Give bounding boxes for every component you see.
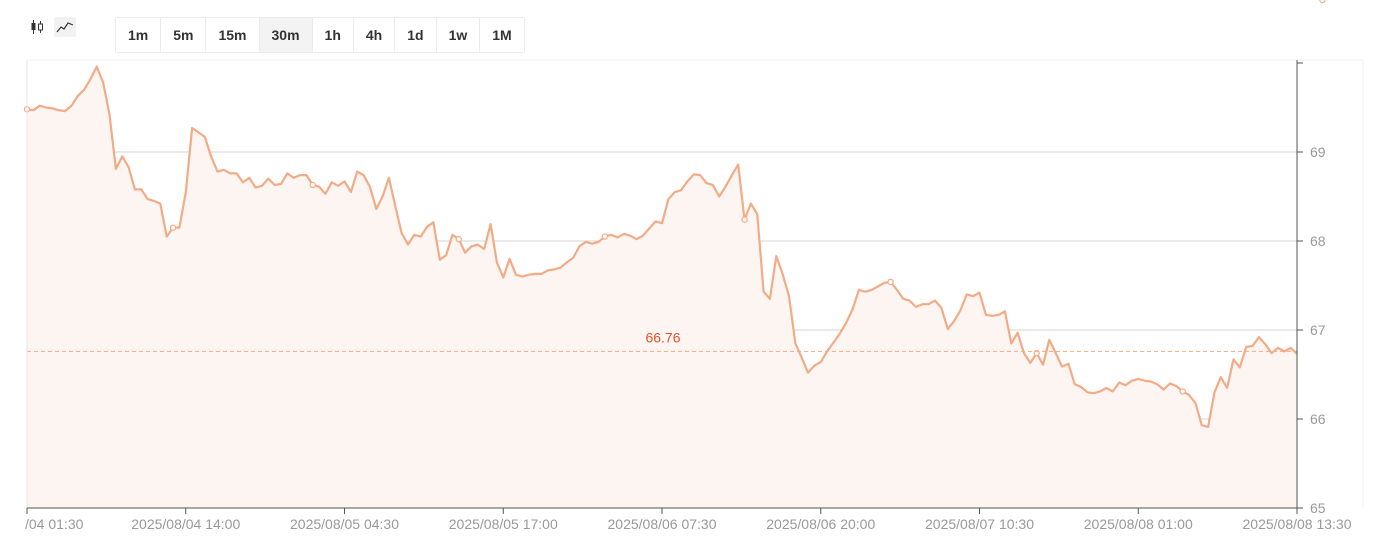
y-tick-label: 65 [1310, 500, 1326, 516]
x-tick-label: 2025/08/08 01:00 [1084, 516, 1193, 532]
price-area [27, 66, 1297, 508]
interval-5m-button[interactable]: 5m [161, 18, 207, 52]
x-tick-label: 2025/08/06 07:30 [608, 516, 717, 532]
price-marker [455, 236, 462, 243]
interval-15m-button[interactable]: 15m [206, 18, 260, 52]
interval-1M-button[interactable]: 1M [480, 18, 524, 52]
price-line [26, 65, 1298, 429]
candlestick-icon [31, 20, 43, 34]
price-marker [1179, 388, 1186, 395]
price-marker [309, 181, 316, 189]
chart-type-switch [26, 17, 76, 37]
price-marker [1319, 0, 1326, 4]
price-marker [169, 224, 177, 231]
line-chart-button[interactable] [54, 17, 76, 37]
interval-1d-button[interactable]: 1d [395, 18, 437, 52]
last-price-label: 66.76 [645, 329, 680, 345]
interval-1w-button[interactable]: 1w [436, 18, 481, 52]
interval-1m-button[interactable]: 1m [116, 18, 162, 52]
y-tick-label: 66 [1310, 411, 1326, 427]
y-tick-label: 68 [1310, 233, 1326, 249]
x-tick-label: 2025/08/07 10:30 [925, 516, 1034, 532]
interval-30m-button[interactable]: 30m [259, 18, 313, 52]
price-marker [601, 233, 609, 240]
price-marker [887, 278, 894, 286]
x-tick-label: 2025/08/06 20:00 [766, 516, 875, 532]
x-tick-label: 2025/08/04 14:00 [131, 516, 240, 532]
x-tick-label: 2025/08/05 17:00 [449, 516, 558, 532]
y-tick-label: 69 [1310, 144, 1326, 160]
price-markers [23, 0, 1326, 395]
line-chart-icon [56, 22, 74, 33]
interval-selector: 1m 5m 15m 30m 1h 4h 1d 1w 1M [115, 17, 525, 53]
x-tick-label: 2025/08/05 04:30 [290, 516, 399, 532]
y-tick-label: 67 [1310, 322, 1326, 338]
x-tick-label: /04 01:30 [25, 516, 84, 532]
x-axis-ticks: /04 01:30 2025/08/04 14:00 2025/08/05 04:3… [25, 508, 1352, 532]
interval-4h-button[interactable]: 4h [353, 18, 396, 52]
y-axis-ticks: 65 66 67 68 69 [1310, 144, 1326, 516]
interval-1h-button[interactable]: 1h [312, 18, 354, 52]
price-marker [741, 216, 748, 223]
candlestick-button[interactable] [26, 17, 48, 37]
x-tick-label: 2025/08/08 13:30 [1243, 516, 1352, 532]
